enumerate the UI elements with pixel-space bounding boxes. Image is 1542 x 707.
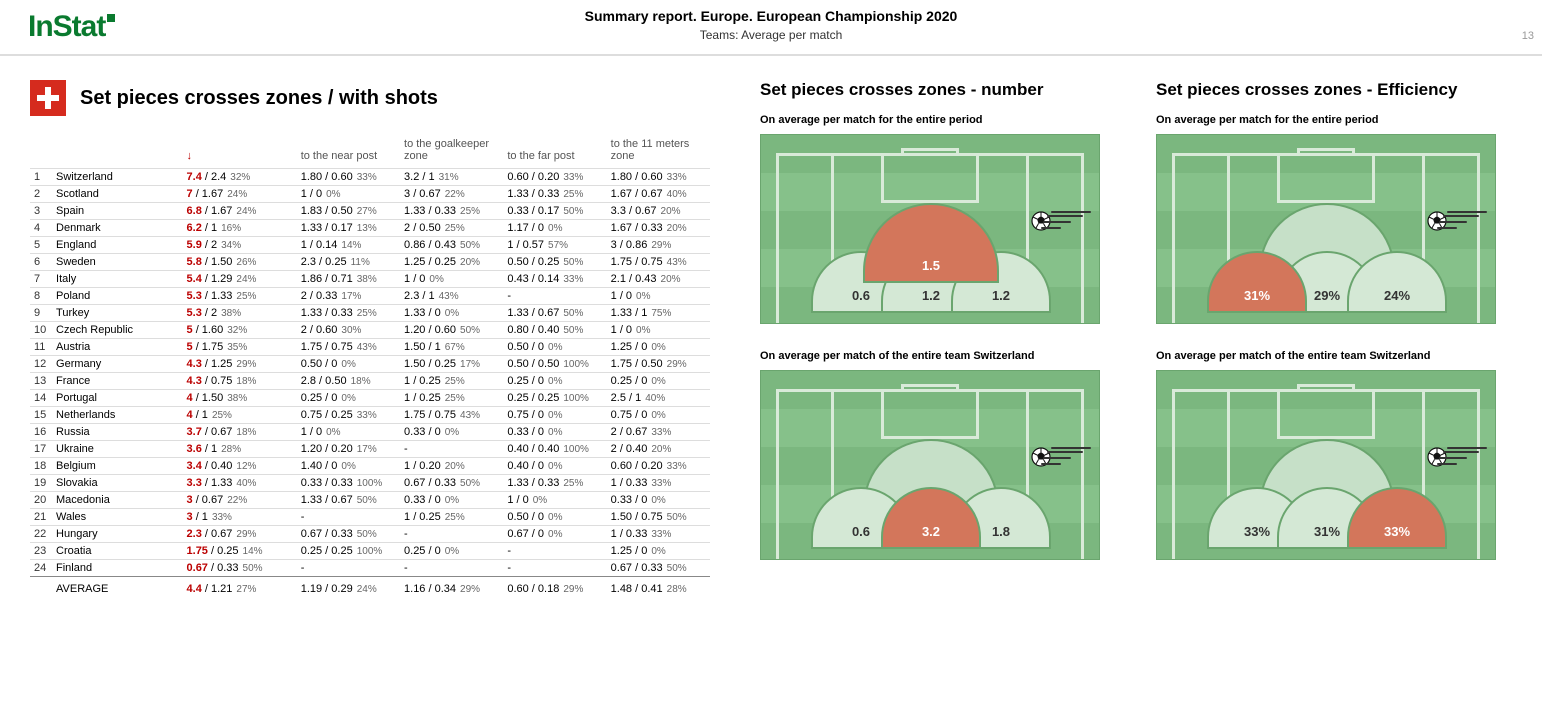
section-header: Set pieces crosses zones / with shots	[30, 80, 730, 116]
swiss-flag-icon	[30, 80, 66, 116]
table-row: 17Ukraine3.6 / 128%1.20 / 0.2017%-0.40 /…	[30, 441, 710, 458]
table-row: 18Belgium3.4 / 0.4012%1.40 / 00%1 / 0.20…	[30, 458, 710, 475]
col-sort-icon[interactable]: ↓	[183, 136, 297, 169]
number-sub-period: On average per match for the entire peri…	[760, 114, 1116, 126]
table-row: 6Sweden5.8 / 1.5026%2.3 / 0.2511%1.25 / …	[30, 254, 710, 271]
page-number: 13	[1522, 30, 1534, 42]
table-row: 10Czech Republic5 / 1.6032%2 / 0.6030%1.…	[30, 322, 710, 339]
stats-table: ↓ to the near post to the goalkeeper zon…	[30, 136, 710, 597]
table-row: 7Italy5.4 / 1.2924%1.86 / 0.7138%1 / 00%…	[30, 271, 710, 288]
ball-trail	[1043, 447, 1091, 469]
col-near[interactable]: to the near post	[297, 136, 400, 169]
content: Set pieces crosses zones / with shots ↓ …	[30, 80, 1512, 697]
table-row: 2Scotland7 / 1.6724%1 / 00%3 / 0.6722%1.…	[30, 186, 710, 203]
col-team	[52, 136, 183, 169]
table-row: 5England5.9 / 234%1 / 0.1414%0.86 / 0.43…	[30, 237, 710, 254]
table-row: 12Germany4.3 / 1.2529%0.50 / 00%1.50 / 0…	[30, 356, 710, 373]
number-column: Set pieces crosses zones - number On ave…	[760, 80, 1116, 697]
field-eff-period: 26%29%24%31%	[1156, 134, 1496, 324]
eff-sub-period: On average per match for the entire peri…	[1156, 114, 1512, 126]
table-row: 19Slovakia3.3 / 1.3340%0.33 / 0.33100%0.…	[30, 475, 710, 492]
section-title: Set pieces crosses zones / with shots	[80, 87, 438, 110]
header: InStat Summary report. Europe. European …	[0, 0, 1542, 56]
col-gk[interactable]: to the goalkeeper zone	[400, 136, 503, 169]
table-row: 13France4.3 / 0.7518%2.8 / 0.5018%1 / 0.…	[30, 373, 710, 390]
number-sub-team: On average per match of the entire team …	[760, 350, 1116, 362]
table-row: 14Portugal4 / 1.5038%0.25 / 00%1 / 0.252…	[30, 390, 710, 407]
report-title: Summary report. Europe. European Champio…	[0, 8, 1542, 24]
ball-trail	[1439, 447, 1487, 469]
table-row: 4Denmark6.2 / 116%1.33 / 0.1713%2 / 0.50…	[30, 220, 710, 237]
efficiency-title: Set pieces crosses zones - Efficiency	[1156, 80, 1512, 100]
eff-sub-team: On average per match of the entire team …	[1156, 350, 1512, 362]
table-row: 24Finland0.67 / 0.3350%---0.67 / 0.3350%	[30, 560, 710, 577]
field-number-period: 0.61.21.21.5	[760, 134, 1100, 324]
report-subtitle: Teams: Average per match	[0, 28, 1542, 42]
ball-trail	[1043, 211, 1091, 233]
table-row: 9Turkey5.3 / 238%1.33 / 0.3325%1.33 / 00…	[30, 305, 710, 322]
field-number-team: 1.80.61.83.2	[760, 370, 1100, 560]
table-row: 23Croatia1.75 / 0.2514%0.25 / 0.25100%0.…	[30, 543, 710, 560]
table-row: 15Netherlands4 / 125%0.75 / 0.2533%1.75 …	[30, 407, 710, 424]
table-head: ↓ to the near post to the goalkeeper zon…	[30, 136, 710, 169]
table-row: 20Macedonia3 / 0.6722%1.33 / 0.6750%0.33…	[30, 492, 710, 509]
col-11m[interactable]: to the 11 meters zone	[607, 136, 710, 169]
number-title: Set pieces crosses zones - number	[760, 80, 1116, 100]
page: InStat Summary report. Europe. European …	[0, 0, 1542, 707]
field-eff-team: 33%33%31%33%	[1156, 370, 1496, 560]
table-row: 3Spain6.8 / 1.6724%1.83 / 0.5027%1.33 / …	[30, 203, 710, 220]
table-body: 1Switzerland7.4 / 2.432%1.80 / 0.6033%3.…	[30, 169, 710, 598]
charts-panel: Set pieces crosses zones - number On ave…	[730, 80, 1512, 697]
table-row: 21Wales3 / 133%-1 / 0.2525%0.50 / 00%1.5…	[30, 509, 710, 526]
col-far[interactable]: to the far post	[503, 136, 606, 169]
table-panel: Set pieces crosses zones / with shots ↓ …	[30, 80, 730, 697]
col-rank	[30, 136, 52, 169]
table-row: 11Austria5 / 1.7535%1.75 / 0.7543%1.50 /…	[30, 339, 710, 356]
table-row: 1Switzerland7.4 / 2.432%1.80 / 0.6033%3.…	[30, 169, 710, 186]
table-row: 22Hungary2.3 / 0.6729%0.67 / 0.3350%-0.6…	[30, 526, 710, 543]
efficiency-column: Set pieces crosses zones - Efficiency On…	[1156, 80, 1512, 697]
table-row: 16Russia3.7 / 0.6718%1 / 00%0.33 / 00%0.…	[30, 424, 710, 441]
ball-trail	[1439, 211, 1487, 233]
table-row: 8Poland5.3 / 1.3325%2 / 0.3317%2.3 / 143…	[30, 288, 710, 305]
table-row-average: AVERAGE4.4 / 1.2127%1.19 / 0.2924%1.16 /…	[30, 577, 710, 598]
